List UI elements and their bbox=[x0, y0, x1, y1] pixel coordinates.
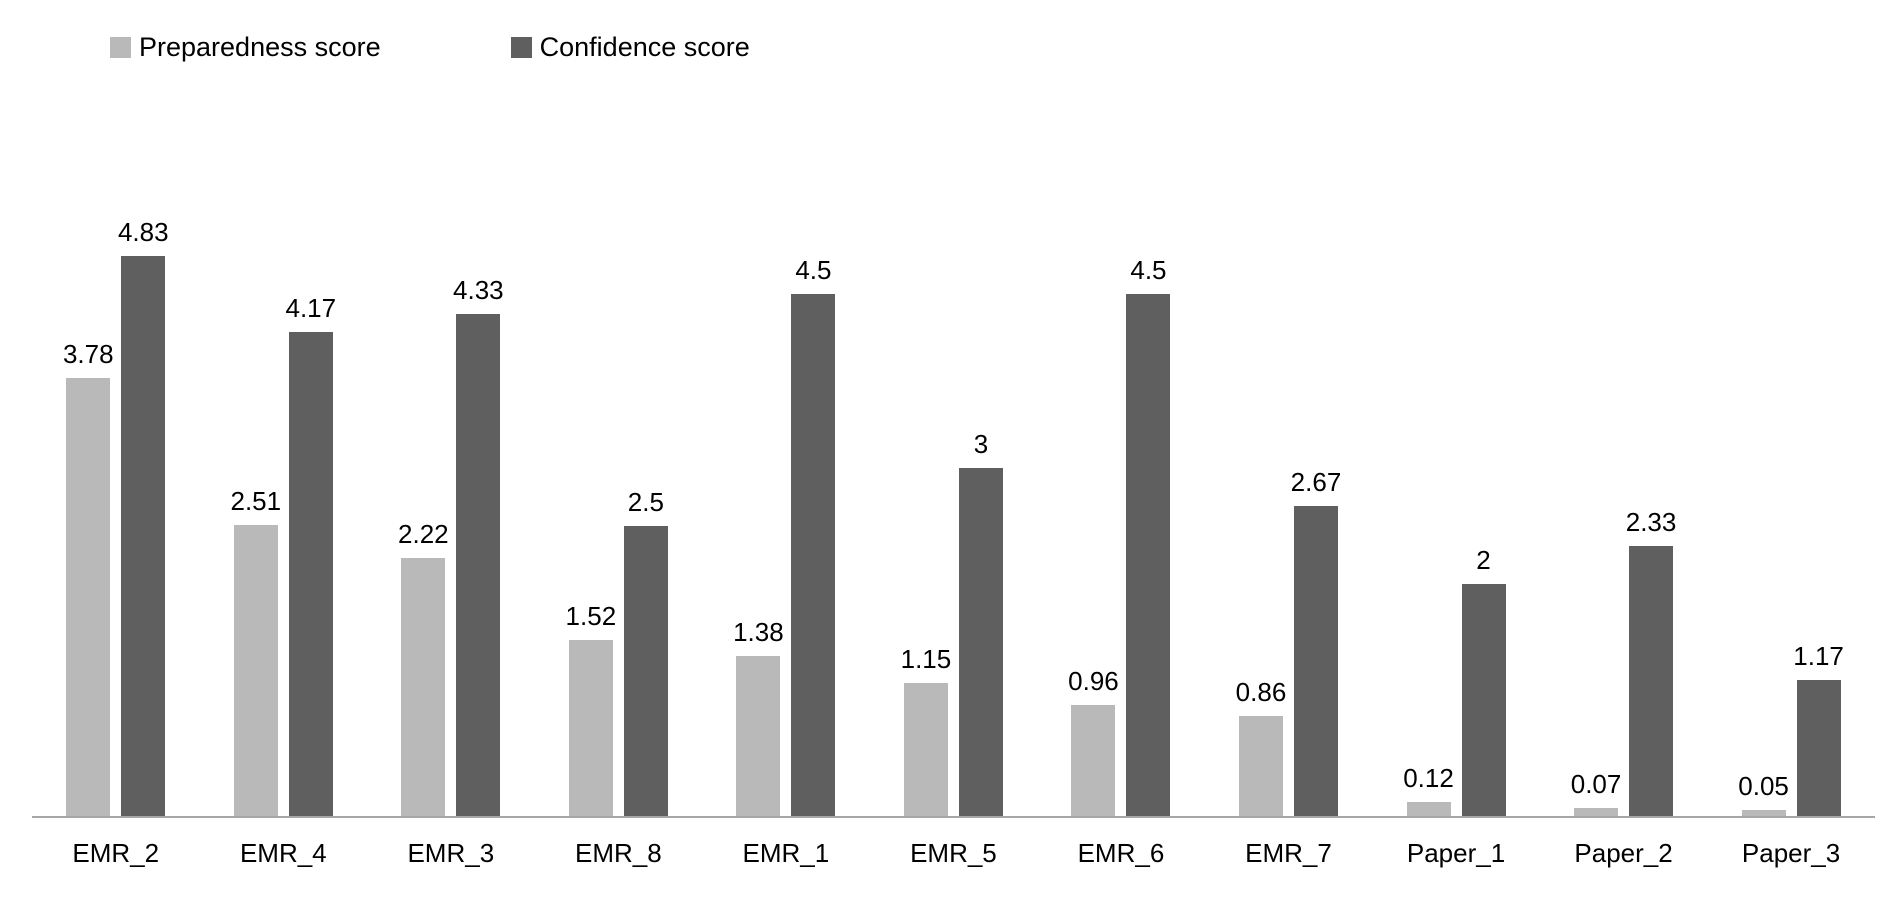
bar-group-EMR_8: 1.52 2.5 bbox=[566, 236, 668, 816]
x-axis-labels: EMR_2 EMR_4 EMR_3 EMR_8 EMR_1 EMR_5 EMR_6 EMR_7… bbox=[32, 838, 1875, 869]
confidence-bar-EMR_7: 2.67 bbox=[1291, 467, 1341, 816]
data-label: 0.12 bbox=[1403, 763, 1454, 793]
category-label-EMR_6: EMR_6 bbox=[1077, 838, 1165, 868]
category-label-EMR_5: EMR_5 bbox=[910, 838, 997, 868]
confidence-bar-Paper_3: 1.17 bbox=[1793, 641, 1844, 816]
category-label-EMR_1: EMR_1 bbox=[742, 838, 830, 868]
preparedness-bar-Paper_3: 0.05 bbox=[1738, 771, 1789, 816]
preparedness-bar-EMR_7: 0.86 bbox=[1236, 677, 1286, 816]
confidence-bar-EMR_4: 4.17 bbox=[285, 293, 336, 816]
data-label: 3.78 bbox=[62, 339, 114, 369]
category-label-EMR_8: EMR_8 bbox=[575, 838, 662, 868]
preparedness-bar-EMR_5: 1.15 bbox=[901, 644, 951, 816]
chart-legend: Preparedness score Confidence score bbox=[110, 32, 750, 63]
data-label: 1.38 bbox=[733, 617, 784, 647]
data-label: 2.5 bbox=[627, 487, 664, 517]
bar-group-EMR_7: 0.86 2.67 bbox=[1236, 236, 1341, 816]
data-label: 0.96 bbox=[1068, 666, 1119, 696]
legend-item-confidence: Confidence score bbox=[510, 32, 750, 63]
data-label: 4.33 bbox=[453, 275, 504, 305]
confidence-bar-EMR_2: 4.83 bbox=[118, 217, 169, 816]
category-label-Paper_1: Paper_1 bbox=[1406, 838, 1506, 868]
data-label: 2.33 bbox=[1625, 507, 1677, 537]
legend-item-preparedness: Preparedness score bbox=[110, 32, 381, 63]
data-label: 2.22 bbox=[398, 519, 449, 549]
category-label-Paper_3: Paper_3 bbox=[1741, 838, 1841, 868]
data-label: 2 bbox=[1476, 545, 1491, 575]
bar-group-EMR_5: 1.15 3 bbox=[901, 236, 1003, 816]
bar-group-Paper_2: 0.07 2.33 bbox=[1571, 236, 1676, 816]
category-label-EMR_7: EMR_7 bbox=[1245, 838, 1332, 868]
data-label: 3 bbox=[973, 429, 989, 459]
confidence-bar-Paper_2: 2.33 bbox=[1626, 507, 1676, 816]
bar-group-EMR_3: 2.22 4.33 bbox=[398, 236, 504, 816]
data-label: 1.17 bbox=[1793, 641, 1844, 671]
preparedness-bar-Paper_2: 0.07 bbox=[1571, 769, 1621, 816]
confidence-bar-EMR_8: 2.5 bbox=[623, 487, 668, 816]
category-label-EMR_3: EMR_3 bbox=[407, 838, 495, 868]
preparedness-bar-EMR_3: 2.22 bbox=[398, 519, 449, 816]
category-label-EMR_2: EMR_2 bbox=[72, 838, 160, 868]
data-label: 0.86 bbox=[1235, 677, 1287, 707]
confidence-bar-EMR_5: 3 bbox=[958, 429, 1003, 816]
preparedness-swatch-icon bbox=[110, 37, 131, 58]
data-label: 1.15 bbox=[900, 644, 952, 674]
confidence-bar-EMR_1: 4.5 bbox=[791, 255, 836, 816]
bar-group-Paper_3: 0.05 1.17 bbox=[1738, 236, 1844, 816]
preparedness-bar-EMR_2: 3.78 bbox=[63, 339, 114, 816]
plot-area: 3.78 4.83 2.51 4.17 2.22 4.33 1.52 2.5 1.38 4.5 1.… bbox=[32, 217, 1875, 818]
data-label: 0.05 bbox=[1738, 771, 1789, 801]
confidence-swatch-icon bbox=[510, 37, 532, 58]
data-label: 4.5 bbox=[795, 255, 832, 285]
legend-label-confidence: Confidence score bbox=[539, 32, 750, 62]
bar-group-EMR_6: 0.96 4.5 bbox=[1068, 236, 1171, 816]
data-label: 0.07 bbox=[1570, 769, 1622, 799]
bar-group-Paper_1: 0.12 2 bbox=[1403, 236, 1506, 816]
preparedness-bar-EMR_6: 0.96 bbox=[1068, 666, 1119, 816]
confidence-bar-EMR_3: 4.33 bbox=[453, 275, 504, 816]
bar-group-EMR_2: 3.78 4.83 bbox=[63, 217, 169, 816]
preparedness-bar-EMR_4: 2.51 bbox=[230, 486, 281, 816]
data-label: 4.17 bbox=[285, 293, 337, 323]
data-label: 2.67 bbox=[1290, 467, 1342, 497]
confidence-bar-EMR_6: 4.5 bbox=[1126, 255, 1171, 816]
data-label: 4.5 bbox=[1130, 255, 1167, 285]
legend-label-preparedness: Preparedness score bbox=[139, 32, 381, 62]
confidence-bar-Paper_1: 2 bbox=[1461, 545, 1506, 816]
preparedness-bar-EMR_1: 1.38 bbox=[733, 617, 784, 816]
preparedness-bar-EMR_8: 1.52 bbox=[566, 601, 616, 816]
category-label-EMR_4: EMR_4 bbox=[239, 838, 327, 868]
bar-group-EMR_4: 2.51 4.17 bbox=[230, 236, 336, 816]
bar-group-EMR_1: 1.38 4.5 bbox=[733, 236, 836, 816]
preparedness-bar-Paper_1: 0.12 bbox=[1403, 763, 1454, 816]
category-label-Paper_2: Paper_2 bbox=[1574, 838, 1673, 868]
data-label: 4.83 bbox=[117, 217, 169, 247]
data-label: 2.51 bbox=[230, 486, 282, 516]
data-label: 1.52 bbox=[565, 601, 617, 631]
